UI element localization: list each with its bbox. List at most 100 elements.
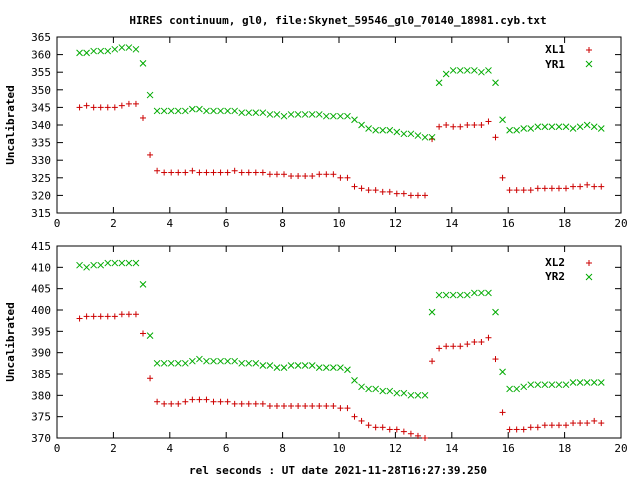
top-xl1-point-33 (309, 173, 316, 180)
bottom-yr2-point-51 (435, 291, 443, 299)
top-yr1-point-17 (196, 105, 203, 113)
top-yr1-point-74 (597, 125, 605, 132)
top-yr1-point-68 (555, 123, 563, 131)
top-yr1-point-67 (548, 123, 556, 131)
top-xl1-point-37 (337, 174, 344, 181)
top-xl1-point-35 (323, 171, 330, 178)
bottom-yr2-point-35 (322, 364, 330, 371)
top-xl1-point-63 (520, 187, 527, 194)
top-xtick-label-6: 12 (389, 217, 402, 230)
bottom-xl2-point-1 (83, 313, 90, 320)
top-yr1-point-31 (294, 111, 302, 118)
top-yr1-point-4 (104, 47, 112, 55)
bottom-yr2-point-7 (125, 259, 133, 267)
top-legend-marker-1 (585, 60, 593, 68)
top-xl1-point-20 (217, 169, 224, 176)
top-ytick-label-5: 340 (31, 119, 51, 132)
bottom-yr2-point-3 (97, 261, 105, 269)
bottom-legend-label-1: YR2 (545, 270, 565, 283)
top-xl1-point-59 (492, 134, 499, 141)
bottom-yr2-point-29 (280, 364, 288, 371)
bottom-yr2-point-34 (315, 364, 323, 371)
top-yr1-point-51 (435, 79, 443, 87)
bottom-xl2-point-72 (584, 420, 591, 427)
bottom-yr2-point-61 (506, 385, 513, 393)
top-ytick-label-6: 345 (31, 101, 51, 114)
top-xl1-point-1 (83, 102, 90, 109)
top-yr1-point-32 (301, 111, 309, 118)
bottom-xl2-point-59 (492, 356, 499, 363)
bottom-xl2-point-29 (281, 403, 288, 409)
bottom-xl2-point-2 (90, 313, 97, 320)
bottom-yr2-point-9 (139, 281, 147, 288)
bottom-ytick-label-4: 390 (31, 347, 51, 360)
bottom-yr2-point-55 (463, 291, 471, 299)
bottom-xtick-label-0: 0 (54, 442, 61, 455)
top-xl1-point-39 (351, 183, 358, 190)
bottom-xl2-point-63 (520, 426, 527, 433)
top-yr1-point-33 (308, 111, 316, 118)
bottom-yr2-point-20 (217, 357, 224, 365)
bottom-yr2-point-39 (351, 377, 358, 384)
bottom-legend-label-0: XL2 (545, 256, 565, 269)
bottom-xl2-point-58 (485, 334, 492, 341)
top-xl1-point-58 (485, 118, 492, 125)
top-xl1-point-62 (513, 187, 520, 194)
bottom-xl2-point-44 (386, 426, 393, 433)
top-yr1-point-19 (210, 107, 217, 115)
top-yr1-point-72 (583, 121, 591, 129)
bottom-xtick-label-7: 14 (445, 442, 459, 455)
top-xtick-label-10: 20 (614, 217, 627, 230)
bottom-yr2-point-21 (224, 357, 231, 365)
bottom-yr2-point-57 (478, 289, 485, 297)
bottom-xl2-point-11 (154, 398, 161, 405)
bottom-xl2-point-10 (147, 375, 154, 382)
top-xl1-point-54 (457, 123, 464, 130)
bottom-yr2-point-11 (153, 359, 161, 367)
top-yr1-point-43 (379, 126, 387, 134)
top-yr1-point-35 (322, 112, 330, 120)
bottom-yr2-point-62 (513, 385, 521, 393)
bottom-ytick-label-5: 395 (31, 325, 51, 338)
top-yr1-point-70 (569, 125, 577, 132)
bottom-yr2-point-38 (344, 366, 351, 374)
bottom-xl2-point-36 (330, 403, 337, 409)
top-xl1-point-43 (379, 188, 386, 195)
bottom-xl2-point-3 (97, 313, 104, 320)
bottom-ytick-label-6: 400 (31, 304, 51, 317)
bottom-yr2-point-72 (583, 379, 591, 386)
bottom-xl2-point-19 (210, 398, 217, 405)
bottom-xl2-point-22 (231, 400, 238, 407)
bottom-xl2-point-61 (506, 426, 513, 433)
top-yr1-point-14 (174, 107, 182, 115)
top-xl1-point-67 (548, 185, 555, 192)
top-ytick-label-7: 350 (31, 84, 51, 97)
top-xl1-point-41 (365, 187, 372, 194)
bottom-xl2-point-33 (309, 403, 316, 409)
bottom-xl2-point-14 (175, 400, 182, 407)
chart-title: HIRES continuum, gl0, file:Skynet_59546_… (129, 14, 546, 27)
top-xl1-point-46 (400, 190, 407, 197)
top-yr1-point-39 (351, 116, 358, 124)
top-xl1-point-34 (316, 171, 323, 178)
bottom-xtick-label-8: 16 (502, 442, 515, 455)
top-yr1-point-27 (266, 111, 274, 118)
top-xl1-point-6 (118, 102, 125, 109)
top-yr1-point-44 (386, 126, 394, 134)
bottom-xl2-point-30 (288, 403, 295, 409)
top-yr1-point-16 (189, 105, 196, 113)
bottom-xl2-point-62 (513, 426, 520, 433)
bottom-yr2-point-49 (421, 391, 429, 399)
bottom-xl2-point-35 (323, 403, 330, 409)
top-xtick-label-7: 14 (445, 217, 459, 230)
bottom-yr2-point-17 (196, 355, 203, 363)
top-xl1-point-32 (302, 173, 309, 180)
top-xl1-point-44 (386, 188, 393, 195)
bottom-yr2-point-60 (499, 368, 506, 376)
top-xl1-point-55 (464, 122, 471, 128)
bottom-yr2-point-52 (442, 291, 450, 299)
top-yr1-point-50 (428, 133, 436, 141)
top-xl1-point-40 (358, 185, 365, 192)
top-yr1-point-29 (280, 112, 288, 120)
top-xl1-point-61 (506, 187, 513, 194)
